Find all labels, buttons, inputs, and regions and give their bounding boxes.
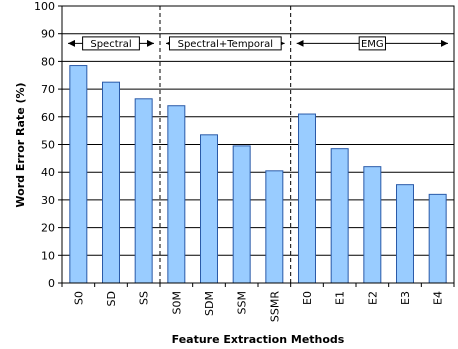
y-tick-label: 60: [41, 111, 55, 124]
x-tick-label-E4: E4: [432, 291, 445, 305]
bar-S0M: [167, 105, 186, 284]
group-label-box-2: [358, 36, 386, 51]
y-tick-label: 40: [41, 166, 55, 179]
bar-E0: [298, 113, 316, 284]
x-tick-label-E0: E0: [301, 291, 314, 305]
group-label: Spectral+Temporal: [178, 39, 273, 50]
bar-E2: [363, 166, 382, 284]
y-tick-label: 100: [34, 0, 55, 13]
bar-S0: [69, 65, 88, 284]
x-tick-label-SS: SS: [138, 291, 151, 305]
y-tick-label: 10: [41, 249, 55, 262]
x-tick-label-SSM: SSM: [236, 291, 249, 314]
x-tick-label-E2: E2: [366, 291, 379, 305]
bar-SSMR: [265, 170, 284, 284]
axes: [58, 5, 455, 287]
y-tick-label: 70: [41, 83, 55, 96]
y-tick-label: 50: [41, 139, 55, 152]
bar-SS: [134, 98, 153, 284]
y-tick-label: 80: [41, 55, 55, 68]
x-tick-label-SD: SD: [105, 291, 118, 306]
group-label: Spectral: [90, 39, 131, 50]
y-tick-label: 30: [41, 194, 55, 207]
bars: [69, 65, 447, 284]
bar-SD: [102, 81, 120, 284]
x-tick-label-S0M: S0M: [170, 291, 183, 314]
group-label-box-1: [168, 36, 282, 51]
bar-E1: [330, 148, 349, 284]
bar-SDM: [200, 134, 218, 284]
group-label: EMG: [361, 39, 384, 50]
x-tick-label-SSMR: SSMR: [268, 291, 281, 322]
tick-labels: 0 10 20 30 40 50 60 70 80 90 100 S0 SD SS S0M SDM SSM SSM…: [34, 0, 445, 322]
y-axis-title: Word Error Rate (%): [14, 82, 27, 207]
x-tick-label-E3: E3: [399, 291, 412, 305]
y-tick-label: 20: [41, 222, 55, 235]
x-axis-title: Feature Extraction Methods: [172, 333, 345, 346]
plot-frame: [61, 5, 455, 284]
bar-SSM: [232, 145, 251, 284]
x-tick-label-S0: S0: [72, 291, 85, 305]
x-tick-label-E1: E1: [334, 291, 347, 305]
y-tick-label: 0: [48, 277, 55, 290]
y-tick-label: 90: [41, 28, 55, 41]
group-label-box-0: [82, 36, 140, 51]
x-tick-label-SDM: SDM: [203, 291, 216, 316]
bar-E3: [396, 184, 414, 284]
bar-E4: [428, 193, 447, 284]
group-annotations: Spectral Spectral+Temporal EMG: [68, 6, 448, 283]
